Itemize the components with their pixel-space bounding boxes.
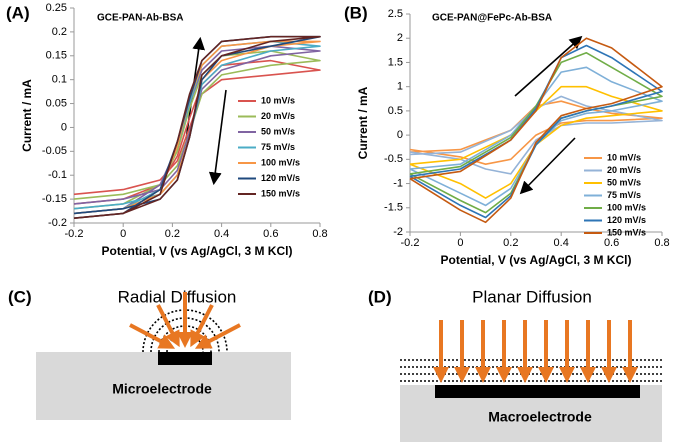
diagram-title: Planar Diffusion [472, 287, 592, 306]
cv-curve [409, 52, 663, 214]
y-tick-label: 2 [397, 32, 403, 44]
x-tick-label: -0.2 [65, 228, 84, 240]
scan-arrow [208, 89, 227, 186]
cv-curve [73, 59, 321, 205]
cv-curve [73, 35, 321, 219]
x-tick-label: 0.6 [263, 228, 278, 240]
y-tick-label: -0.15 [42, 193, 67, 205]
y-tick-label: 0 [397, 129, 403, 141]
y-tick-label: -0.2 [48, 217, 67, 229]
x-tick-label: 0.2 [503, 237, 518, 249]
y-tick-label: 0.5 [388, 105, 403, 117]
y-tick-label: -0.5 [384, 153, 403, 165]
x-tick-label: -0.2 [401, 237, 420, 249]
y-tick-label: -1.5 [384, 202, 403, 214]
legend-label: 50 mV/s [607, 177, 641, 187]
x-tick-label: 0.6 [604, 237, 619, 249]
y-tick-label: -1 [393, 177, 403, 189]
legend-label: 10 mV/s [261, 95, 295, 105]
x-tick-label: 0.4 [554, 237, 569, 249]
x-tick-label: 0 [120, 228, 126, 240]
x-tick-label: 0 [457, 237, 463, 249]
y-axis-title: Current / mA [356, 86, 370, 159]
legend-label: 150 mV/s [261, 188, 300, 198]
electrode-label: Microelectrode [112, 381, 212, 397]
y-tick-label: 0.05 [46, 97, 67, 109]
x-tick-label: 0.8 [654, 237, 669, 249]
y-tick-label: 1.5 [388, 56, 403, 68]
y-tick-label: -2 [393, 226, 403, 238]
x-tick-label: 0.2 [165, 228, 180, 240]
y-tick-label: 1 [397, 81, 403, 93]
cv-curve [409, 37, 663, 224]
y-axis-title: Current / mA [20, 79, 34, 152]
legend-label: 100 mV/s [261, 157, 300, 167]
x-axis-title: Potential, V (vs Ag/AgCl, 3 M KCl) [102, 244, 293, 258]
y-tick-label: -0.05 [42, 145, 67, 157]
legend-label: 75 mV/s [261, 142, 295, 152]
diffusion-arrows [129, 292, 241, 349]
electrode-label: Macroelectrode [488, 409, 592, 425]
panel-label: (B) [344, 3, 368, 22]
chart-title: GCE-PAN@FePc-Ab-BSA [432, 13, 552, 24]
y-tick-label: 2.5 [388, 8, 403, 20]
legend-label: 150 mV/s [607, 227, 646, 237]
cv-curve [409, 100, 663, 165]
scan-arrow [514, 35, 583, 97]
panel-label: (C) [8, 287, 32, 306]
scan-arrow [519, 137, 576, 195]
x-tick-label: 0.8 [312, 228, 327, 240]
diffusion-arrows [433, 320, 638, 383]
x-tick-label: 0.4 [214, 228, 229, 240]
y-tick-label: 0 [61, 121, 67, 133]
legend-label: 120 mV/s [607, 215, 646, 225]
chart-title: GCE-PAN-Ab-BSA [97, 13, 183, 24]
y-tick-label: -0.1 [48, 169, 67, 181]
legend-label: 120 mV/s [261, 173, 300, 183]
legend-label: 50 mV/s [261, 126, 295, 136]
legend-label: 20 mV/s [261, 111, 295, 121]
y-tick-label: 0.2 [52, 26, 67, 38]
microelectrode [158, 352, 212, 365]
legend-label: 10 mV/s [607, 152, 641, 162]
macroelectrode [435, 385, 640, 398]
panel-label: (A) [6, 3, 30, 22]
y-tick-label: 0.1 [52, 74, 67, 86]
y-tick-label: 0.25 [46, 2, 67, 14]
x-axis-title: Potential, V (vs Ag/AgCl, 3 M KCl) [441, 253, 632, 267]
legend-label: 75 mV/s [607, 190, 641, 200]
legend-label: 100 mV/s [607, 202, 646, 212]
panel-label: (D) [368, 287, 392, 306]
diagram-title: Radial Diffusion [118, 287, 237, 306]
y-tick-label: 0.15 [46, 50, 67, 62]
legend-label: 20 mV/s [607, 165, 641, 175]
